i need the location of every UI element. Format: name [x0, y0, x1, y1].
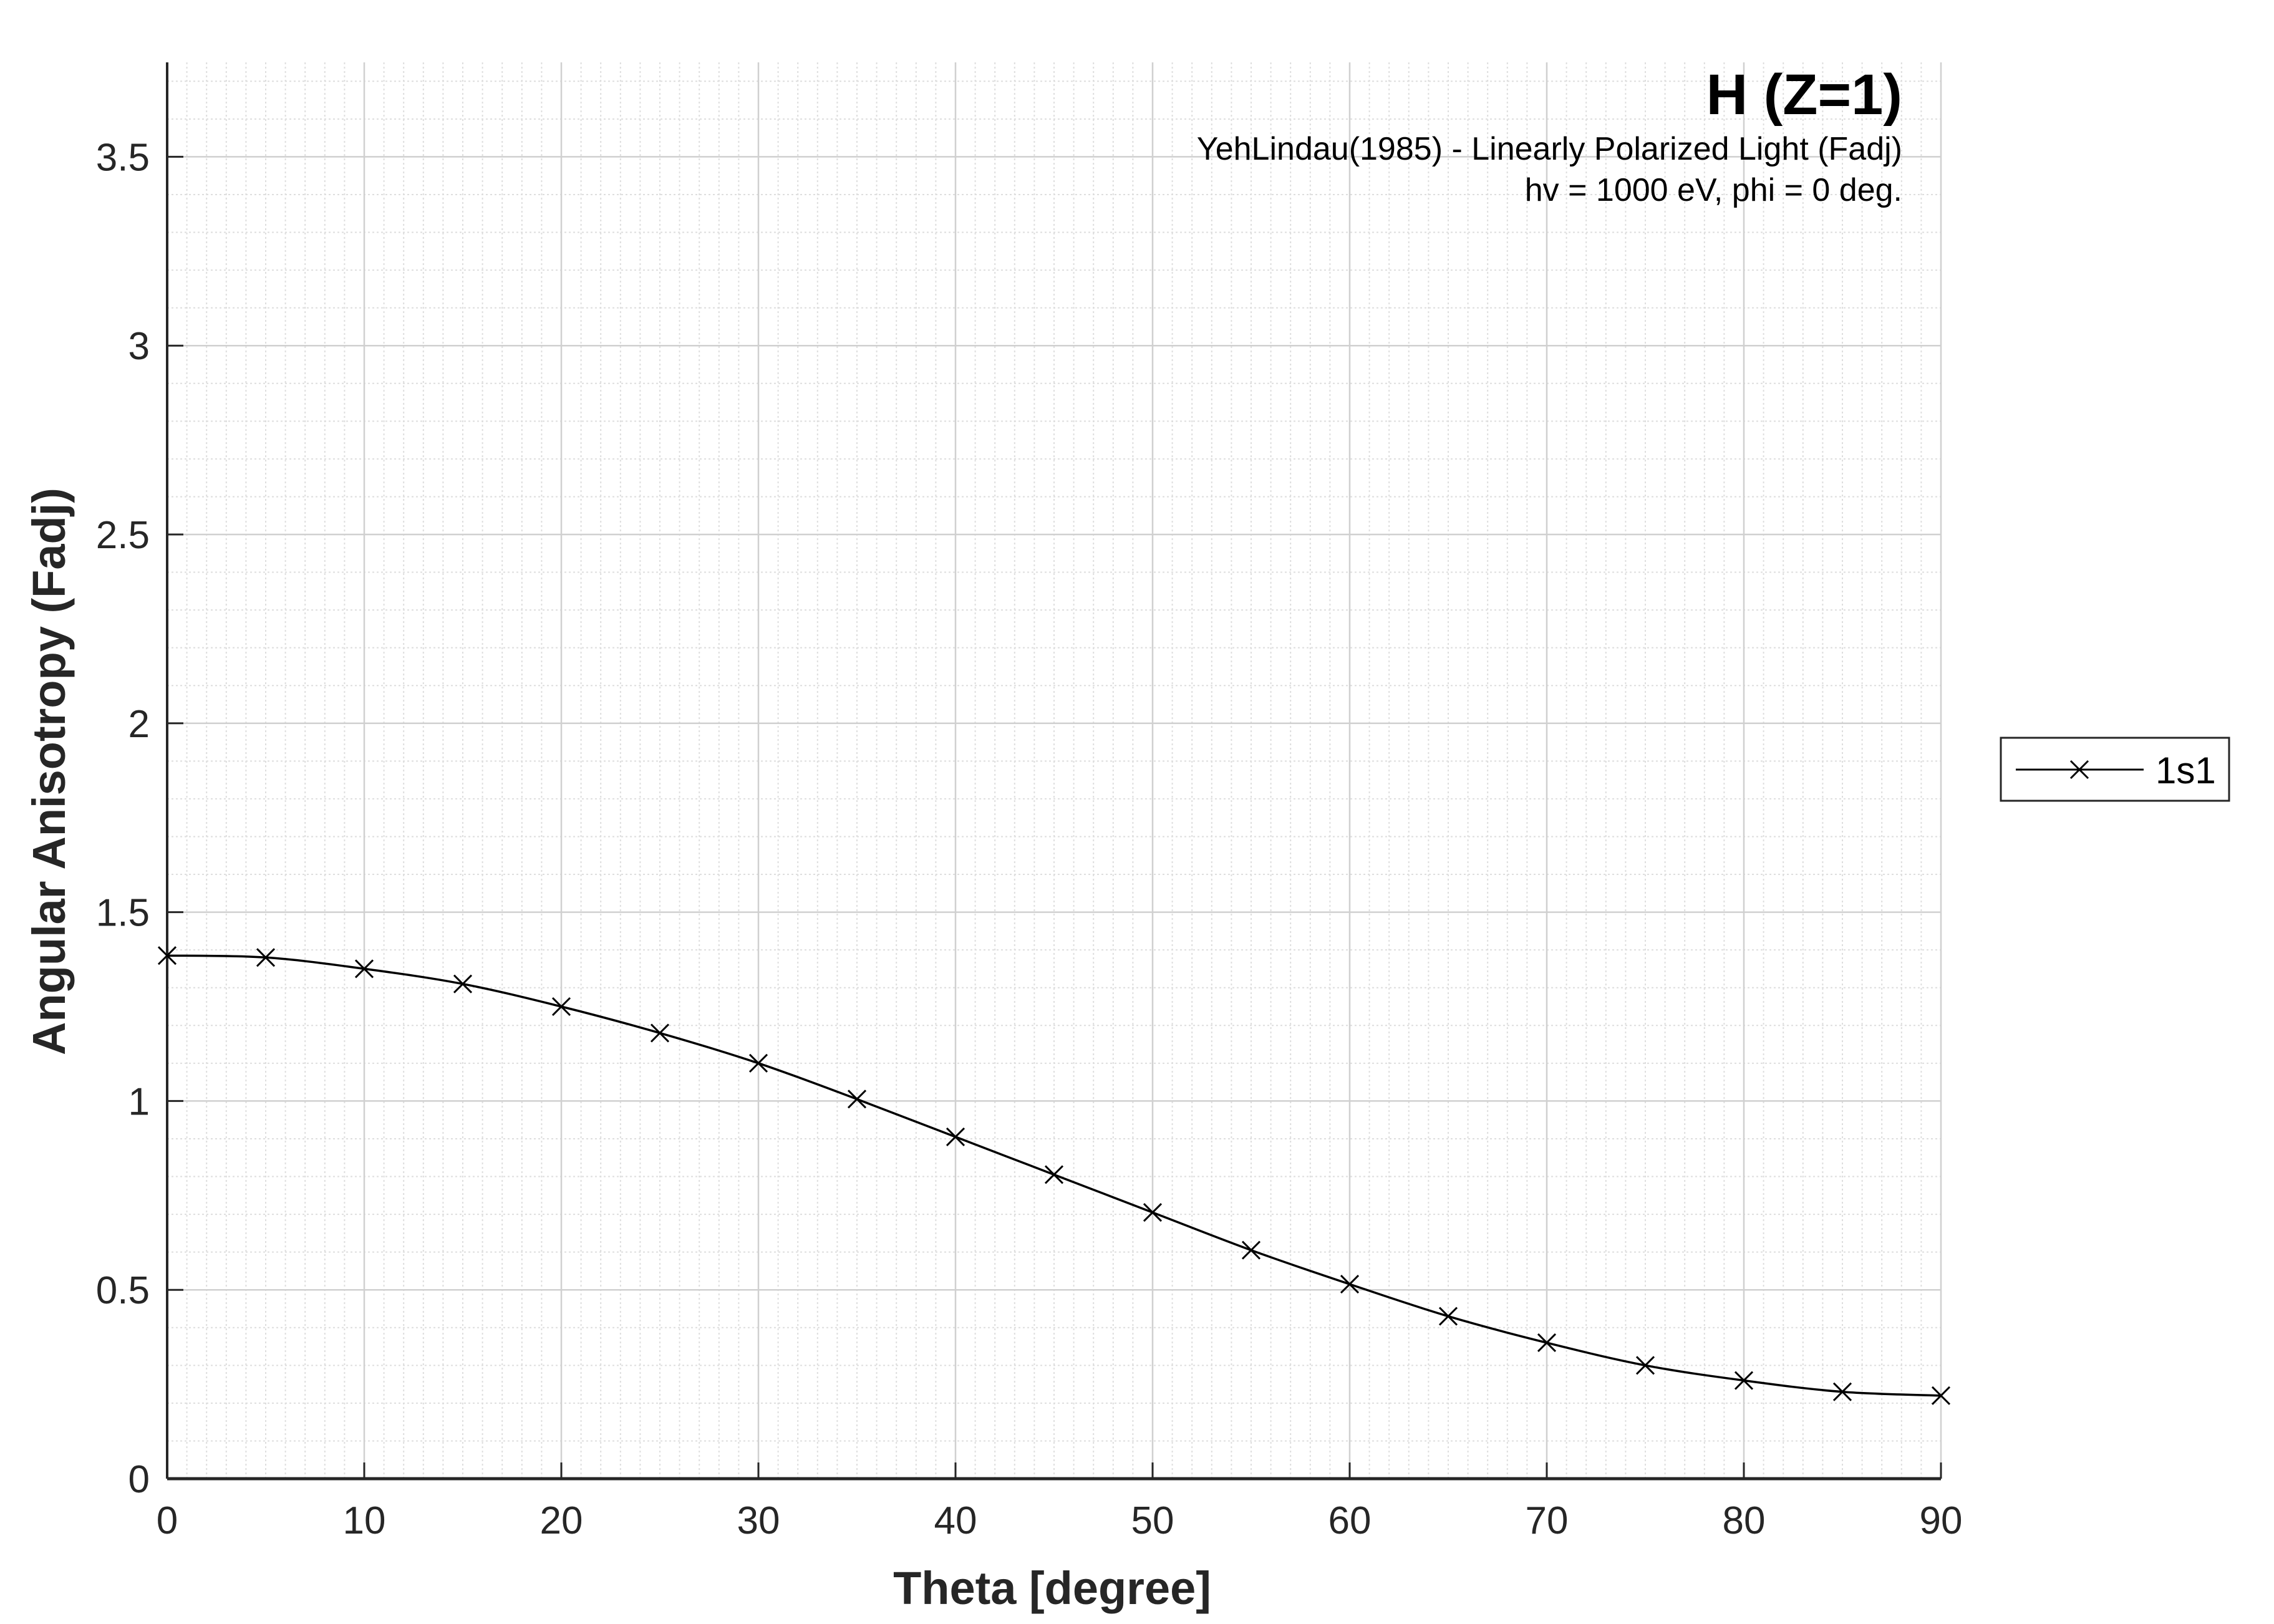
marker-stroke	[551, 997, 571, 1017]
marker-stroke	[1241, 1240, 1261, 1260]
marker-stroke	[748, 1053, 768, 1073]
x-tick-label: 70	[1526, 1499, 1569, 1542]
marker-stroke	[946, 1127, 965, 1146]
y-tick-label: 3.5	[96, 136, 150, 179]
marker-stroke	[157, 946, 177, 965]
data-point-1s1	[1734, 1371, 1754, 1390]
x-tick-label: 20	[540, 1499, 583, 1542]
x-tick-label: 80	[1723, 1499, 1766, 1542]
y-tick-label: 2.5	[96, 514, 150, 557]
data-point-1s1	[650, 1023, 670, 1043]
marker-stroke	[354, 959, 374, 979]
y-tick-label: 0.5	[96, 1269, 150, 1312]
data-point-1s1	[1241, 1240, 1261, 1260]
data-point-1s1	[1044, 1165, 1064, 1184]
marker-stroke	[453, 974, 473, 993]
marker-stroke	[1143, 1202, 1163, 1222]
x-tick-label: 10	[343, 1499, 386, 1542]
data-point-1s1	[847, 1090, 867, 1109]
data-point-1s1	[1438, 1307, 1458, 1326]
legend: 1s1	[2000, 737, 2230, 802]
y-tick-label: 3	[128, 325, 150, 368]
data-point-1s1	[354, 959, 374, 979]
marker-stroke	[1832, 1382, 1852, 1401]
marker-stroke	[847, 1090, 867, 1109]
annotation-title: H (Z=1)	[1706, 63, 1902, 127]
series-layer	[157, 946, 1951, 1405]
data-point-1s1	[946, 1127, 965, 1146]
x-tick-label: 90	[1920, 1499, 1963, 1542]
marker-stroke	[256, 948, 276, 967]
y-tick-labels: 0 0.5 1 1.5 2 2.5 3 3.5	[96, 136, 150, 1501]
y-axis-title: Angular Anisotropy (Fadj)	[23, 488, 75, 1055]
x-tick-label: 60	[1328, 1499, 1372, 1542]
axes	[166, 62, 1942, 1481]
data-point-1s1	[256, 948, 276, 967]
x-tick-label: 40	[934, 1499, 977, 1542]
marker-stroke	[1340, 1275, 1360, 1294]
x-axis-title: Theta [degree]	[893, 1562, 1211, 1614]
marker-stroke	[1044, 1165, 1064, 1184]
data-point-1s1	[1832, 1382, 1852, 1401]
minor-grid	[167, 62, 1941, 1479]
data-point-1s1	[1635, 1356, 1655, 1375]
x-tick-label: 30	[737, 1499, 780, 1542]
marker-stroke	[1734, 1371, 1754, 1390]
y-tick-label: 0	[128, 1458, 150, 1501]
x-tick-label: 0	[157, 1499, 178, 1542]
data-point-1s1	[1931, 1386, 1951, 1405]
y-tick-label: 1	[128, 1080, 150, 1123]
marker-stroke	[1931, 1386, 1951, 1405]
data-point-1s1	[1537, 1333, 1557, 1353]
data-point-1s1	[157, 946, 177, 965]
marker-stroke	[1438, 1307, 1458, 1326]
data-point-1s1	[551, 997, 571, 1017]
y-tick-label: 1.5	[96, 892, 150, 935]
marker-stroke	[650, 1023, 670, 1043]
data-point-1s1	[748, 1053, 768, 1073]
annotation-line-1: YehLindau(1985) - Linearly Polarized Lig…	[1197, 131, 1902, 167]
marker-stroke	[1537, 1333, 1557, 1353]
x-tick-label: 50	[1131, 1499, 1174, 1542]
legend-label-1s1: 1s1	[2155, 750, 2216, 791]
x-tick-labels: 0 10 20 30 40 50 60 70 80 90	[157, 1499, 1963, 1542]
data-point-1s1	[1143, 1202, 1163, 1222]
marker-stroke	[1635, 1356, 1655, 1375]
annotation-line-2: hv = 1000 eV, phi = 0 deg.	[1525, 172, 1902, 208]
data-point-1s1	[1340, 1275, 1360, 1294]
data-point-1s1	[453, 974, 473, 993]
y-tick-label: 2	[128, 703, 150, 746]
legend-marker	[2069, 760, 2089, 780]
